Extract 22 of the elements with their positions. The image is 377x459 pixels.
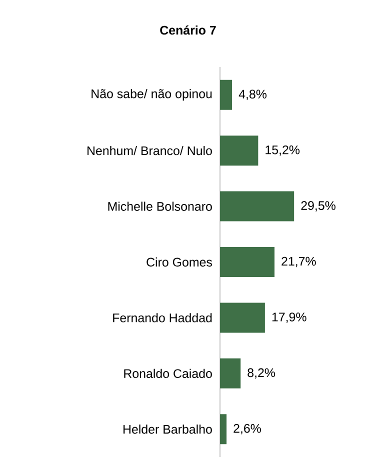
- data-label: 4,8%: [238, 90, 267, 100]
- bar: [220, 358, 241, 388]
- bar: [220, 136, 258, 166]
- bar: [220, 80, 232, 110]
- y-tick-label: Fernando Haddad: [113, 313, 212, 322]
- data-label: 21,7%: [282, 256, 316, 268]
- y-tick-label: Helder Barbalho: [124, 424, 212, 434]
- bar: [220, 247, 274, 278]
- bar: [220, 414, 227, 444]
- data-label: 8,2%: [248, 368, 276, 379]
- data-label: 2,6%: [234, 424, 261, 434]
- data-label: 29,5%: [301, 201, 336, 212]
- y-tick-label: Ronaldo Caiado: [124, 368, 212, 378]
- data-label: 17,9%: [272, 312, 306, 323]
- data-label: 15,2%: [266, 145, 300, 156]
- y-tick-label: Nenhum/ Branco/ Nulo: [88, 146, 212, 156]
- y-tick-label: Não sabe/ não opinou: [92, 89, 212, 101]
- chart-title: Cenário 7: [160, 25, 216, 35]
- bar: [220, 302, 265, 333]
- bar: [220, 191, 294, 222]
- y-tick-label: Ciro Gomes: [146, 257, 212, 267]
- y-tick-label: Michelle Bolsonaro: [108, 202, 212, 211]
